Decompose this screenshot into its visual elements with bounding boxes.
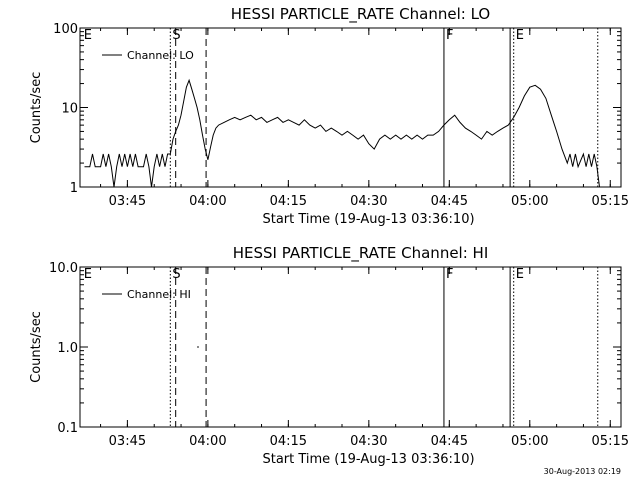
x-tick-label: 04:00 — [189, 194, 226, 209]
event-marker-label: S — [172, 267, 180, 282]
panel-channel-lo: HESSI PARTICLE_RATE Channel: LO 03:45 04:0… — [29, 5, 629, 227]
y-tick-label: 10 — [61, 102, 78, 117]
event-marker-label: F — [446, 28, 453, 43]
legend-label: Channel: HI — [127, 288, 191, 301]
event-marker-label: F — [446, 267, 453, 282]
x-tick-label: 04:30 — [350, 434, 387, 449]
x-tick-label: 05:15 — [592, 434, 629, 449]
chart-title: HESSI PARTICLE_RATE Channel: LO — [231, 5, 490, 24]
x-tick-label: 04:30 — [350, 194, 387, 209]
x-tick-label: 03:45 — [109, 434, 146, 449]
event-marker-label: E — [516, 267, 524, 282]
event-marker-label: E — [516, 28, 524, 43]
y-tick-label: 100 — [53, 22, 78, 37]
legend-label: Channel: LO — [127, 49, 194, 62]
footer-timestamp: 30-Aug-2013 02:19 — [544, 467, 621, 476]
x-tick-label: 04:00 — [189, 434, 226, 449]
x-tick-label: 05:00 — [511, 434, 548, 449]
event-marker-label: S — [172, 28, 180, 43]
y-tick-label: 1 — [70, 181, 78, 196]
series-line — [84, 78, 600, 188]
x-tick-label: 03:45 — [109, 194, 146, 209]
y-tick-label: 10.0 — [49, 261, 78, 276]
event-marker-label: E — [84, 267, 92, 282]
x-axis-label: Start Time (19-Aug-13 03:36:10) — [262, 452, 474, 467]
x-tick-label: 04:15 — [270, 194, 307, 209]
y-axis-label: Counts/sec — [29, 311, 44, 383]
x-tick-label: 04:15 — [270, 434, 307, 449]
chart-title: HESSI PARTICLE_RATE Channel: HI — [233, 244, 489, 263]
panel-channel-hi: HESSI PARTICLE_RATE Channel: HI 03:45 04:0… — [29, 244, 629, 467]
x-tick-label: 05:15 — [592, 194, 629, 209]
y-tick-label: 1.0 — [57, 341, 78, 356]
x-tick-label: 05:00 — [511, 194, 548, 209]
event-marker-label: E — [84, 28, 92, 43]
y-tick-label: 0.1 — [57, 421, 78, 436]
x-tick-label: 04:45 — [431, 434, 468, 449]
x-tick-label: 04:45 — [431, 194, 468, 209]
x-axis-label: Start Time (19-Aug-13 03:36:10) — [262, 212, 474, 227]
y-axis-label: Counts/sec — [29, 72, 44, 144]
